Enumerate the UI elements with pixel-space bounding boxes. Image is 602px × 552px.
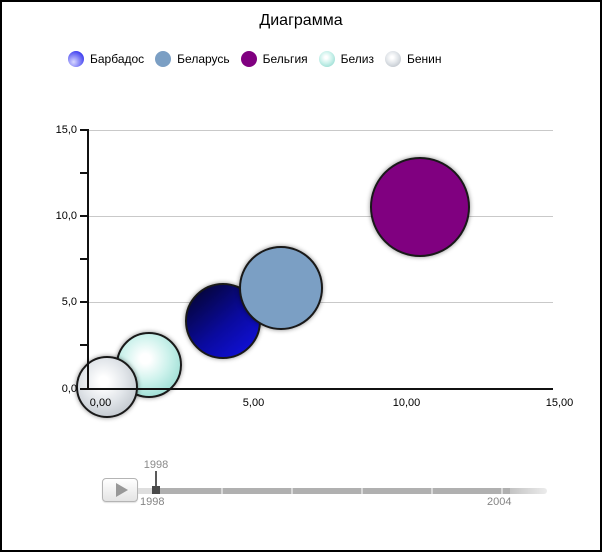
bubble-Бенин[interactable] [75,355,138,418]
legend-item-label: Беларусь [177,52,230,66]
legend-item-4[interactable]: Белиз [318,51,374,67]
x-axis-tick-label: 10,00 [392,396,421,409]
legend: Барбадос Беларусь Бельгия Белиз Бенин [68,49,442,69]
y-axis-tick-label: 15,0 [55,123,77,136]
timeline-current-year: 1998 [143,459,169,471]
timeline-marker-handle[interactable] [152,486,160,494]
play-icon [115,483,128,497]
legend-bubble-icon [68,51,84,67]
y-axis-tick [80,215,89,217]
x-axis-tick-label: 5,00 [242,396,265,409]
legend-item-label: Белиз [340,52,374,66]
y-axis-tick-label: 5,0 [61,296,77,309]
timeline-end-label: 2004 [487,496,512,508]
y-axis-tick-label: 0,0 [61,382,77,395]
x-axis-tick-label: 0,00 [89,396,112,409]
legend-item-1[interactable]: Барбадос [68,51,144,67]
y-axis-tick [80,301,89,304]
bubble-Бельгия[interactable] [370,156,471,257]
legend-item-3[interactable]: Бельгия [240,51,308,67]
timeline-track-left[interactable] [138,488,153,494]
legend-item-label: Бенин [407,52,442,66]
legend-bubble-icon [240,51,257,67]
y-axis-tick [80,171,89,174]
legend-item-label: Бельгия [262,52,308,66]
legend-item-5[interactable]: Бенин [385,51,442,67]
legend-bubble-icon [385,51,401,67]
gridline-y-15 [87,129,553,131]
legend-item-2[interactable]: Беларусь [155,51,230,67]
play-button[interactable] [102,478,138,502]
chart-title: Диаграмма [259,12,343,29]
timeline-marker-stem [155,471,157,488]
y-axis-tick [80,258,89,261]
y-axis-tick [80,128,89,131]
x-axis-tick-label: 15,00 [545,396,574,409]
timeline-start-label: 1998 [140,496,165,508]
timeline-track-right[interactable] [510,488,547,494]
legend-item-label: Барбадос [90,52,145,66]
legend-bubble-icon [155,51,172,67]
y-axis-tick [80,344,89,347]
gridline-y-10 [87,216,553,217]
y-axis-tick-label: 10,0 [55,210,77,222]
x-axis-line [87,387,553,390]
y-axis-tick [80,387,89,390]
legend-bubble-icon [318,51,335,67]
bubble-Беларусь[interactable] [239,245,324,330]
timeline-track[interactable] [153,488,510,494]
